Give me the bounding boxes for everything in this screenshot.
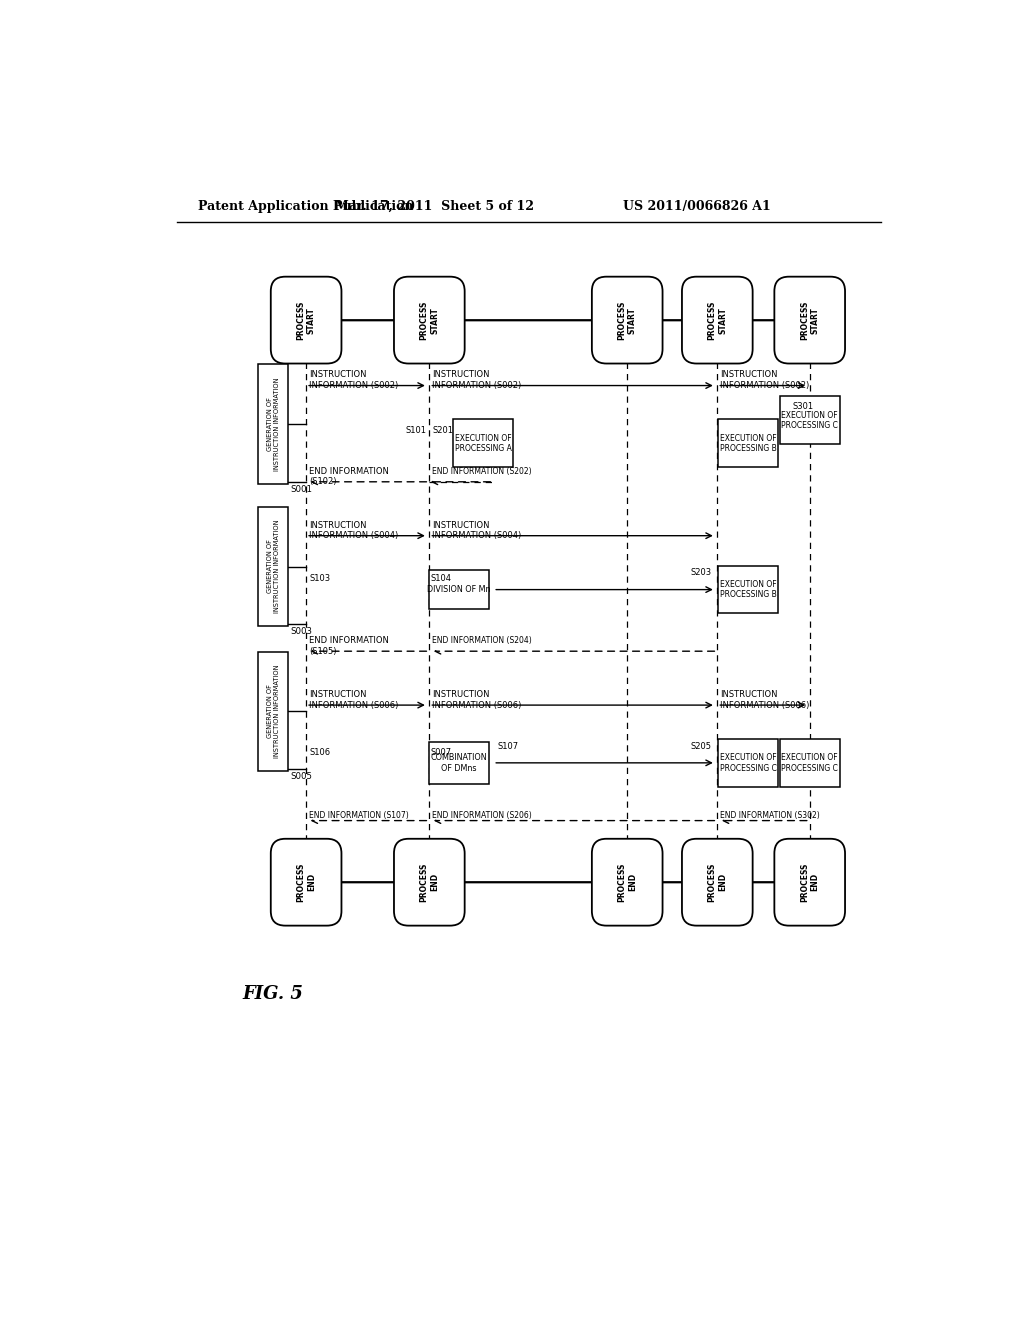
- Text: DIVISION OF Mn: DIVISION OF Mn: [427, 585, 490, 594]
- Text: INSTRUCTION: INSTRUCTION: [720, 371, 778, 379]
- FancyBboxPatch shape: [779, 739, 840, 787]
- Text: EXECUTION OF
PROCESSING B: EXECUTION OF PROCESSING B: [720, 579, 776, 599]
- Text: END INFORMATION (S302): END INFORMATION (S302): [720, 812, 820, 821]
- Text: END INFORMATION: END INFORMATION: [309, 467, 389, 475]
- Text: Mar. 17, 2011  Sheet 5 of 12: Mar. 17, 2011 Sheet 5 of 12: [335, 199, 535, 213]
- Text: GENERATION OF
INSTRUCTION INFORMATION: GENERATION OF INSTRUCTION INFORMATION: [266, 520, 280, 614]
- Text: END INFORMATION (S107): END INFORMATION (S107): [309, 812, 409, 821]
- Text: EXECUTION OF
PROCESSING A: EXECUTION OF PROCESSING A: [455, 433, 512, 453]
- Text: GENERATION OF
INSTRUCTION INFORMATION: GENERATION OF INSTRUCTION INFORMATION: [266, 378, 280, 471]
- Text: INSTRUCTION: INSTRUCTION: [309, 371, 367, 379]
- Text: INSTRUCTION: INSTRUCTION: [432, 690, 489, 700]
- Text: S003: S003: [290, 627, 312, 636]
- Text: S007: S007: [431, 747, 452, 756]
- Text: PROCESS
END: PROCESS END: [800, 862, 819, 902]
- Text: PROCESS
END: PROCESS END: [420, 862, 439, 902]
- Text: INFORMATION (S006): INFORMATION (S006): [432, 701, 522, 710]
- Text: PROCESS
START: PROCESS START: [296, 301, 315, 339]
- Text: END INFORMATION: END INFORMATION: [309, 636, 389, 645]
- FancyBboxPatch shape: [429, 742, 488, 784]
- Text: S203: S203: [690, 569, 712, 577]
- Text: INFORMATION (S004): INFORMATION (S004): [432, 532, 521, 540]
- Text: PROCESS
START: PROCESS START: [708, 301, 727, 339]
- FancyBboxPatch shape: [454, 420, 513, 467]
- Text: INFORMATION (S002): INFORMATION (S002): [432, 381, 521, 391]
- Text: PROCESS
END: PROCESS END: [708, 862, 727, 902]
- Text: EXECUTION OF
PROCESSING C: EXECUTION OF PROCESSING C: [781, 411, 838, 430]
- Text: PROCESS
END: PROCESS END: [296, 862, 315, 902]
- Text: INFORMATION (S002): INFORMATION (S002): [309, 381, 398, 391]
- Text: INSTRUCTION: INSTRUCTION: [432, 520, 489, 529]
- FancyBboxPatch shape: [592, 277, 663, 363]
- Text: (S102): (S102): [309, 478, 337, 487]
- FancyBboxPatch shape: [394, 277, 465, 363]
- FancyBboxPatch shape: [774, 838, 845, 925]
- Text: PROCESS
START: PROCESS START: [617, 301, 637, 339]
- Text: INSTRUCTION: INSTRUCTION: [309, 520, 367, 529]
- Text: EXECUTION OF
PROCESSING C: EXECUTION OF PROCESSING C: [781, 754, 838, 772]
- FancyBboxPatch shape: [682, 838, 753, 925]
- Text: PROCESS
START: PROCESS START: [800, 301, 819, 339]
- Text: INFORMATION (S006): INFORMATION (S006): [720, 701, 810, 710]
- Text: EXECUTION OF
PROCESSING B: EXECUTION OF PROCESSING B: [720, 433, 776, 453]
- Text: S201: S201: [432, 426, 454, 436]
- FancyBboxPatch shape: [718, 420, 778, 467]
- Text: INFORMATION (S002): INFORMATION (S002): [720, 381, 810, 391]
- Text: S205: S205: [690, 742, 712, 751]
- Text: S106: S106: [309, 747, 331, 756]
- FancyBboxPatch shape: [270, 277, 341, 363]
- Text: COMBINATION
OF DMns: COMBINATION OF DMns: [430, 754, 486, 772]
- Text: END INFORMATION (S206): END INFORMATION (S206): [432, 812, 532, 821]
- Text: PROCESS
START: PROCESS START: [420, 301, 439, 339]
- Text: INFORMATION (S006): INFORMATION (S006): [309, 701, 398, 710]
- Text: S107: S107: [497, 742, 518, 751]
- FancyBboxPatch shape: [779, 396, 840, 444]
- FancyBboxPatch shape: [718, 739, 778, 787]
- FancyBboxPatch shape: [429, 570, 488, 609]
- FancyBboxPatch shape: [718, 566, 778, 614]
- FancyBboxPatch shape: [394, 838, 465, 925]
- Text: INFORMATION (S004): INFORMATION (S004): [309, 532, 398, 540]
- Text: S104: S104: [431, 574, 452, 583]
- Text: INSTRUCTION: INSTRUCTION: [720, 690, 778, 700]
- FancyBboxPatch shape: [682, 277, 753, 363]
- Text: US 2011/0066826 A1: US 2011/0066826 A1: [624, 199, 771, 213]
- FancyBboxPatch shape: [258, 364, 288, 483]
- Text: INSTRUCTION: INSTRUCTION: [432, 371, 489, 379]
- FancyBboxPatch shape: [258, 507, 288, 626]
- Text: Patent Application Publication: Patent Application Publication: [199, 199, 414, 213]
- FancyBboxPatch shape: [258, 652, 288, 771]
- Text: S103: S103: [309, 574, 331, 583]
- FancyBboxPatch shape: [270, 838, 341, 925]
- Text: END INFORMATION (S202): END INFORMATION (S202): [432, 467, 532, 475]
- Text: S101: S101: [406, 426, 426, 436]
- Text: PROCESS
END: PROCESS END: [617, 862, 637, 902]
- Text: (S105): (S105): [309, 647, 337, 656]
- FancyBboxPatch shape: [774, 277, 845, 363]
- Text: S001: S001: [290, 484, 312, 494]
- FancyBboxPatch shape: [592, 838, 663, 925]
- Text: END INFORMATION (S204): END INFORMATION (S204): [432, 636, 532, 645]
- Text: GENERATION OF
INSTRUCTION INFORMATION: GENERATION OF INSTRUCTION INFORMATION: [266, 664, 280, 758]
- Text: EXECUTION OF
PROCESSING C: EXECUTION OF PROCESSING C: [720, 754, 776, 772]
- Text: S301: S301: [793, 403, 814, 412]
- Text: S005: S005: [290, 772, 312, 781]
- Text: FIG. 5: FIG. 5: [243, 985, 303, 1003]
- Text: INSTRUCTION: INSTRUCTION: [309, 690, 367, 700]
